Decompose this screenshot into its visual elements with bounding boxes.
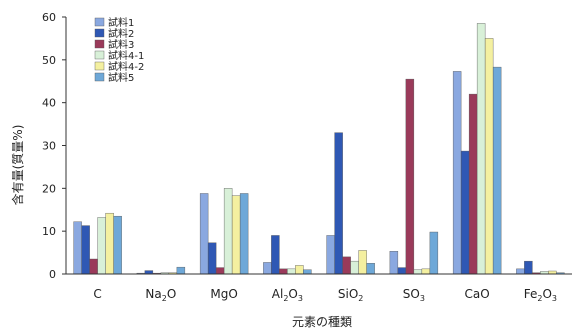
bars xyxy=(73,23,565,275)
bar-fe2o3-2 xyxy=(524,260,533,275)
bar-c-4 xyxy=(97,217,106,275)
bar-c-3 xyxy=(89,258,98,275)
legend-swatch xyxy=(94,17,105,27)
y-tick-label: 20 xyxy=(42,182,56,195)
bar-sio2-5 xyxy=(358,250,367,275)
bar-na2o-2 xyxy=(144,270,154,275)
bar-cao-6 xyxy=(492,66,502,275)
bar-so3-2 xyxy=(397,267,407,275)
bar-so3-3 xyxy=(405,78,415,275)
legend-label: 試料1 xyxy=(108,16,134,29)
bar-al2o3-5 xyxy=(295,265,304,275)
x-tick-label: MgO xyxy=(210,287,237,301)
bar-cao-4 xyxy=(476,23,486,275)
y-tick-label: 60 xyxy=(42,11,56,24)
bar-mgo-2 xyxy=(207,242,217,275)
bar-mgo-5 xyxy=(231,195,241,275)
bar-mgo-4 xyxy=(223,188,233,275)
bar-cao-5 xyxy=(484,38,494,275)
legend-label: 試料5 xyxy=(108,71,134,84)
bar-sio2-4 xyxy=(350,260,359,275)
bar-sio2-1 xyxy=(326,235,335,275)
bar-al2o3-3 xyxy=(279,268,288,275)
bar-cao-2 xyxy=(460,150,470,275)
bar-c-5 xyxy=(105,212,114,275)
legend-label: 試料4-2 xyxy=(108,60,144,73)
legend-swatch xyxy=(94,28,105,38)
legend-swatch xyxy=(94,72,105,82)
bar-mgo-6 xyxy=(239,193,249,275)
bar-cao-1 xyxy=(452,71,462,275)
y-tick-label: 10 xyxy=(42,225,56,238)
bar-so3-1 xyxy=(389,251,399,275)
bar-sio2-3 xyxy=(342,256,351,275)
bar-al2o3-1 xyxy=(263,262,272,275)
bar-c-6 xyxy=(113,215,122,275)
bar-so3-4 xyxy=(413,269,423,275)
bar-na2o-6 xyxy=(176,266,186,275)
bar-c-1 xyxy=(73,221,82,275)
bar-al2o3-6 xyxy=(303,269,312,275)
bar-cao-3 xyxy=(468,93,478,275)
bar-so3-6 xyxy=(429,231,439,275)
legend-label: 試料2 xyxy=(108,27,134,40)
bar-mgo-3 xyxy=(215,267,225,275)
bar-al2o3-4 xyxy=(287,268,296,275)
legend-label: 試料4-1 xyxy=(108,49,144,62)
x-tick-label: Al2O3 xyxy=(272,287,303,303)
y-tick-label: 0 xyxy=(49,268,56,281)
x-axis-title: 元素の種類 xyxy=(292,315,352,329)
x-tick-label: SiO2 xyxy=(338,287,364,303)
bar-fe2o3-1 xyxy=(516,268,525,275)
bar-so3-5 xyxy=(421,268,431,275)
legend-swatch xyxy=(94,61,105,71)
x-tick-label: Na2O xyxy=(145,287,176,303)
bar-sio2-2 xyxy=(334,132,343,275)
legend-swatch xyxy=(94,50,105,60)
x-tick-label: CaO xyxy=(465,287,490,301)
x-tick-label: Fe2O3 xyxy=(524,287,557,303)
legend-swatch xyxy=(94,39,105,49)
legend-label: 試料3 xyxy=(108,38,134,51)
x-tick-label: SO3 xyxy=(403,287,425,303)
bar-mgo-1 xyxy=(199,193,209,275)
x-tick-label: C xyxy=(93,287,101,301)
bar-al2o3-2 xyxy=(271,235,280,275)
y-tick-label: 30 xyxy=(42,140,56,153)
bar-sio2-6 xyxy=(366,263,375,275)
y-tick-label: 40 xyxy=(42,97,56,110)
x-axis-labels: C Na2O MgO Al2O3 SiO2 SO3 CaO Fe2O3 xyxy=(93,287,557,303)
bar-c-2 xyxy=(81,225,90,275)
y-axis-title: 含有量(質量%) xyxy=(10,125,25,206)
y-axis-ticks: 0 10 20 30 40 50 60 xyxy=(42,11,66,281)
y-tick-label: 50 xyxy=(42,54,56,67)
